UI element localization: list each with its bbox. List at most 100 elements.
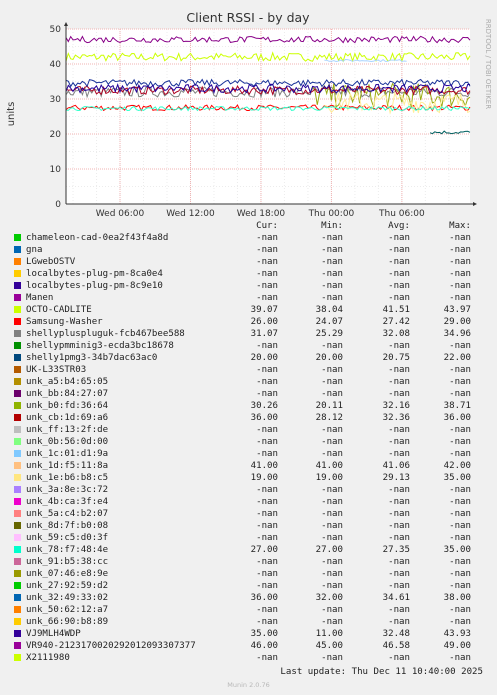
y-tick-label: 40 <box>50 60 62 70</box>
legend-name: VJ9MLH4WDP <box>26 629 81 639</box>
legend-avg: -nan <box>388 569 410 579</box>
legend-avg: 27.35 <box>382 545 410 555</box>
legend-name: unk_27:92:59:d2 <box>26 581 109 591</box>
legend-avg: -nan <box>388 485 410 495</box>
legend-swatch <box>14 294 21 301</box>
legend-avg: -nan <box>388 449 410 459</box>
legend-max: -nan <box>449 509 471 519</box>
legend-row: unk_66:90:b8:89 -nan -nan -nan -nan <box>0 616 497 628</box>
legend-max: -nan <box>449 245 471 255</box>
legend-max: -nan <box>449 233 471 243</box>
legend-min: -nan <box>321 533 343 543</box>
legend-max: -nan <box>449 377 471 387</box>
legend-avg: -nan <box>388 233 410 243</box>
legend-name: Manen <box>26 293 54 303</box>
legend-cur: -nan <box>256 653 278 663</box>
legend-avg: 29.13 <box>382 473 410 483</box>
legend-swatch <box>14 474 21 481</box>
header-cur: Cur: <box>256 221 278 231</box>
legend-min: -nan <box>321 509 343 519</box>
legend-avg: -nan <box>388 605 410 615</box>
legend-avg: -nan <box>388 269 410 279</box>
legend-cur: -nan <box>256 377 278 387</box>
legend-cur: -nan <box>256 365 278 375</box>
x-tick-label: Wed 18:00 <box>237 209 286 219</box>
legend-name: shellypluspluguk-fcb467bee588 <box>26 329 185 339</box>
legend-max: -nan <box>449 281 471 291</box>
legend-max: 43.97 <box>443 305 471 315</box>
legend-max: -nan <box>449 557 471 567</box>
legend-rows: chameleon-cad-0ea2f43f4a8d -nan -nan -nan -n… <box>0 232 497 664</box>
x-axis-arrow <box>473 202 477 206</box>
legend-avg: 20.75 <box>382 353 410 363</box>
legend-cur: 36.00 <box>250 413 278 423</box>
legend-min: -nan <box>321 569 343 579</box>
legend-cur: 31.07 <box>250 329 278 339</box>
legend-name: unk_1c:01:d1:9a <box>26 449 109 459</box>
legend-avg: -nan <box>388 293 410 303</box>
legend-max: -nan <box>449 521 471 531</box>
legend-swatch <box>14 522 21 529</box>
header-avg: Avg: <box>388 221 410 231</box>
x-tick-label: Wed 12:00 <box>166 209 215 219</box>
legend-min: -nan <box>321 269 343 279</box>
header-min: Min: <box>321 221 343 231</box>
legend-avg: -nan <box>388 245 410 255</box>
legend-cur: -nan <box>256 389 278 399</box>
legend-max: 35.00 <box>443 545 471 555</box>
legend-max: -nan <box>449 437 471 447</box>
legend-swatch <box>14 582 21 589</box>
legend-cur: 27.00 <box>250 545 278 555</box>
legend-cur: -nan <box>256 437 278 447</box>
legend-avg: -nan <box>388 377 410 387</box>
legend-row: unk_1e:b6:b8:c5 19.00 19.00 29.13 35.00 <box>0 472 497 484</box>
legend-max: 22.00 <box>443 353 471 363</box>
munin-version: Munin 2.0.76 <box>227 681 270 689</box>
legend-swatch <box>14 654 21 661</box>
legend-avg: -nan <box>388 521 410 531</box>
legend-name: unk_a5:b4:65:05 <box>26 377 109 387</box>
legend-avg: -nan <box>388 365 410 375</box>
legend-swatch <box>14 378 21 385</box>
legend-avg: 41.06 <box>382 461 410 471</box>
legend-cur: 36.00 <box>250 593 278 603</box>
legend-name: unk_59:c5:d0:3f <box>26 533 109 543</box>
legend-name: unk_78:f7:48:4e <box>26 545 109 555</box>
legend-max: 38.00 <box>443 593 471 603</box>
legend-row: unk_1d:f5:11:8a 41.00 41.00 41.06 42.00 <box>0 460 497 472</box>
series-line <box>312 82 471 108</box>
legend-avg: -nan <box>388 257 410 267</box>
legend-swatch <box>14 426 21 433</box>
legend-max: -nan <box>449 533 471 543</box>
legend-name: gna <box>26 245 43 255</box>
legend-row: unk_a5:b4:65:05 -nan -nan -nan -nan <box>0 376 497 388</box>
x-tick-label: Thu 00:00 <box>308 209 355 219</box>
series-line <box>429 130 471 135</box>
legend-max: 38.71 <box>443 401 471 411</box>
legend-min: 25.29 <box>315 329 343 339</box>
legend-swatch <box>14 630 21 637</box>
legend-min: -nan <box>321 557 343 567</box>
legend-min: 41.00 <box>315 461 343 471</box>
y-tick-label: 10 <box>50 165 62 175</box>
legend-min: -nan <box>321 605 343 615</box>
legend-max: -nan <box>449 581 471 591</box>
legend-name: unk_91:b5:38:cc <box>26 557 109 567</box>
legend-name: chameleon-cad-0ea2f43f4a8d <box>26 233 169 243</box>
legend-max: 34.96 <box>443 329 471 339</box>
legend-min: -nan <box>321 233 343 243</box>
legend-avg: 32.16 <box>382 401 410 411</box>
legend-swatch <box>14 642 21 649</box>
series-line <box>65 78 471 88</box>
legend-max: 36.00 <box>443 413 471 423</box>
series-line <box>65 83 471 95</box>
legend-name: shelly1pmg3-34b7dac63ac0 <box>26 353 158 363</box>
legend-max: -nan <box>449 257 471 267</box>
legend-name: unk_1d:f5:11:8a <box>26 461 109 471</box>
y-tick-label: 20 <box>50 130 62 140</box>
legend-name: unk_b0:fd:36:64 <box>26 401 109 411</box>
legend-max: -nan <box>449 617 471 627</box>
legend-avg: -nan <box>388 653 410 663</box>
legend-name: unk_1e:b6:b8:c5 <box>26 473 109 483</box>
legend-swatch <box>14 414 21 421</box>
